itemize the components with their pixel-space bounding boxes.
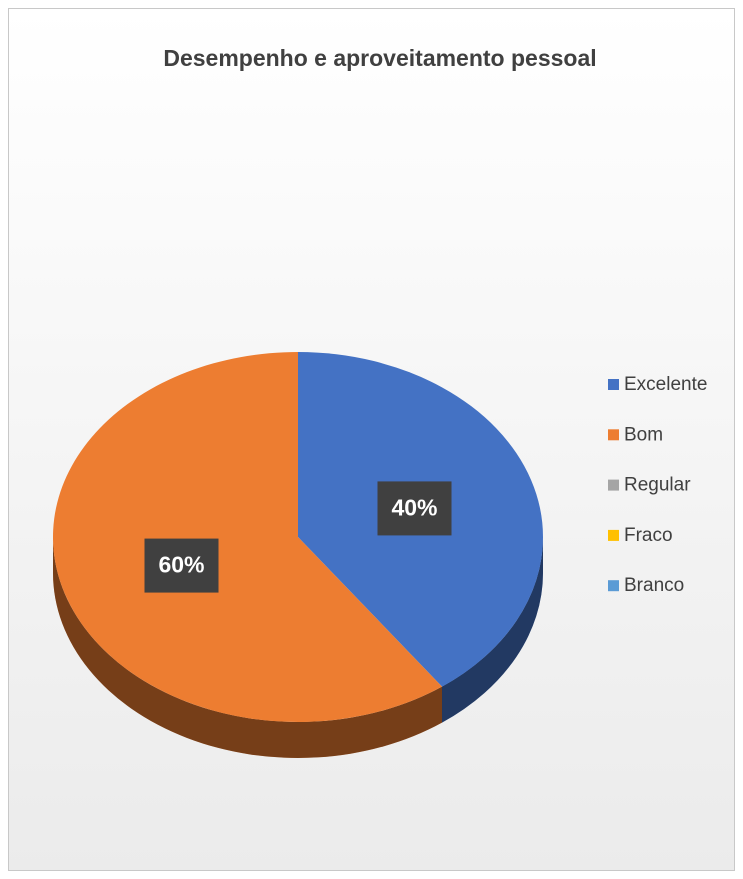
legend-label: Excelente xyxy=(624,374,707,395)
data-label: 60% xyxy=(158,552,204,578)
legend-label: Bom xyxy=(624,424,663,445)
legend-swatch xyxy=(608,479,619,491)
data-label-box xyxy=(144,538,219,593)
legend-label: Regular xyxy=(624,475,691,496)
legend-label: Fraco xyxy=(624,525,673,546)
slice xyxy=(52,352,443,722)
slice-side-shade xyxy=(52,537,443,758)
legend-swatch xyxy=(608,379,619,390)
legend-label: Branco xyxy=(624,575,684,596)
legend-swatch xyxy=(608,529,619,541)
legend-swatch xyxy=(608,429,619,441)
data-label-box xyxy=(377,481,452,536)
chart-title: Desempenho e aproveitamento pessoal xyxy=(163,45,596,71)
slice-side-shade xyxy=(442,537,543,723)
data-label: 40% xyxy=(391,494,437,520)
legend-swatch xyxy=(608,580,619,592)
